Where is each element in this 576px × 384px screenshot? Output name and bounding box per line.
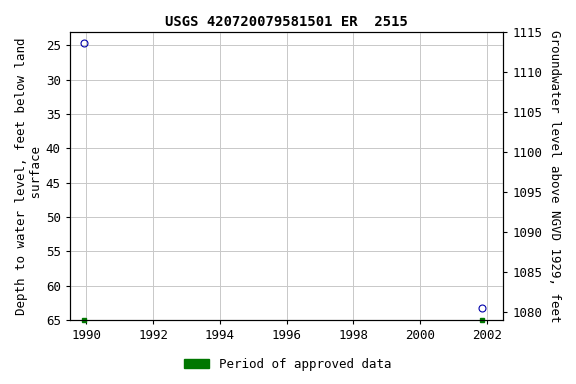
- Y-axis label: Groundwater level above NGVD 1929, feet: Groundwater level above NGVD 1929, feet: [548, 30, 561, 322]
- Legend: Period of approved data: Period of approved data: [179, 353, 397, 376]
- Y-axis label: Depth to water level, feet below land
 surface: Depth to water level, feet below land su…: [15, 37, 43, 314]
- Title: USGS 420720079581501 ER  2515: USGS 420720079581501 ER 2515: [165, 15, 408, 29]
